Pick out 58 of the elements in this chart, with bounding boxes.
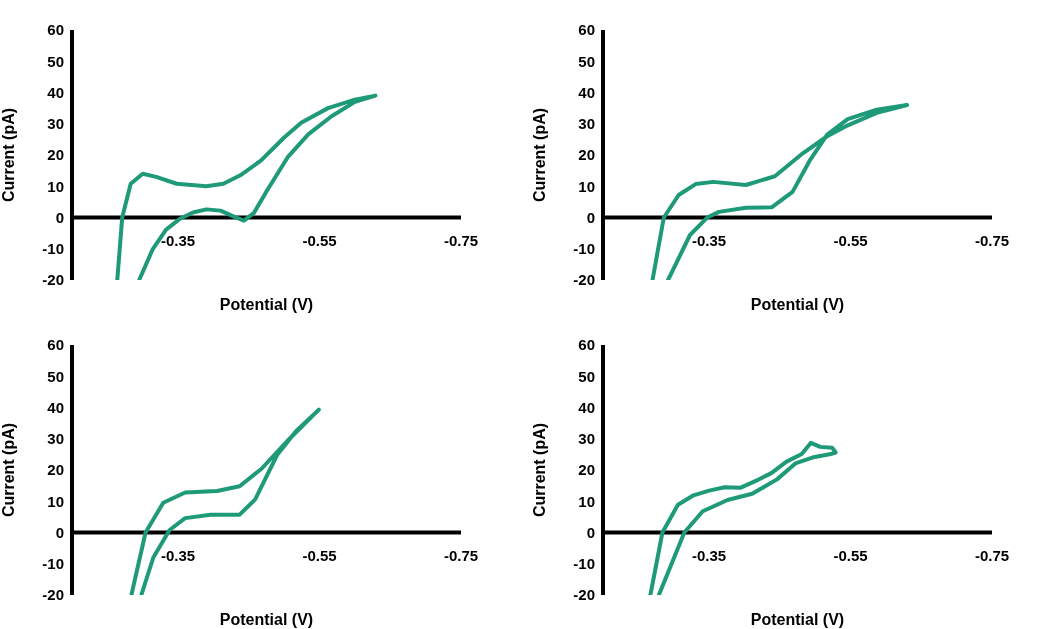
y-tick-label: 20 — [578, 146, 595, 164]
y-axis-title: Current (pA) — [0, 107, 17, 203]
y-tick-label: 60 — [578, 21, 595, 39]
y-tick-label: -10 — [573, 554, 595, 572]
x-tick-label: -0.35 — [691, 231, 727, 249]
y-tick-label: 10 — [578, 492, 595, 510]
x-tick-label: -0.75 — [974, 231, 1010, 249]
x-tick-label: -0.55 — [302, 231, 337, 249]
x-axis-title: Potential (V) — [750, 296, 845, 313]
y-tick-label: 40 — [578, 398, 595, 416]
y-tick-label: 30 — [47, 429, 64, 447]
y-tick-label: 60 — [47, 21, 64, 39]
y-tick-label: -10 — [42, 554, 64, 572]
y-tick-label: 20 — [47, 146, 64, 164]
y-tick-label: 0 — [55, 208, 64, 226]
x-tick-label: -0.55 — [833, 231, 868, 249]
x-tick-label: -0.55 — [833, 546, 868, 563]
x-tick-label: -0.35 — [691, 546, 727, 563]
y-tick-label: -20 — [573, 271, 595, 289]
x-tick-label: -0.35 — [160, 546, 196, 563]
x-axis-title: Potential (V) — [219, 296, 314, 313]
y-tick-label: 50 — [47, 52, 64, 70]
y-tick-label: -10 — [42, 240, 64, 258]
y-tick-label: 10 — [47, 177, 64, 195]
y-tick-label: 0 — [586, 208, 595, 226]
y-axis-title: Current (pA) — [530, 422, 548, 517]
line-series — [115, 93, 378, 280]
x-axis-title: Potential (V) — [219, 610, 314, 628]
y-tick-label: 60 — [578, 335, 595, 353]
y-tick-label: -20 — [42, 271, 64, 289]
x-tick-label: -0.75 — [974, 546, 1010, 563]
y-tick-label: -20 — [42, 585, 64, 603]
y-tick-label: 10 — [47, 492, 64, 510]
y-tick-label: 30 — [47, 115, 64, 133]
y-tick-label: 30 — [578, 115, 595, 133]
y-tick-label: 30 — [578, 429, 595, 447]
y-tick-label: -10 — [573, 240, 595, 258]
x-tick-label: -0.75 — [443, 546, 479, 563]
x-tick-label: -0.55 — [302, 546, 337, 563]
y-tick-label: 50 — [47, 367, 64, 385]
y-tick-label: 20 — [578, 460, 595, 478]
y-tick-label: 40 — [47, 398, 64, 416]
y-tick-label: -20 — [573, 585, 595, 603]
x-tick-label: -0.35 — [160, 231, 196, 249]
y-tick-label: 0 — [55, 523, 64, 541]
y-tick-label: 40 — [578, 83, 595, 101]
y-tick-label: 0 — [586, 523, 595, 541]
y-tick-label: 50 — [578, 367, 595, 385]
y-tick-label: 50 — [578, 52, 595, 70]
x-tick-label: -0.75 — [443, 231, 479, 249]
x-axis-title: Potential (V) — [750, 610, 845, 628]
y-tick-label: 10 — [578, 177, 595, 195]
y-axis-title: Current (pA) — [0, 422, 17, 517]
y-axis-title: Current (pA) — [530, 107, 548, 203]
y-tick-label: 60 — [47, 335, 64, 353]
y-tick-label: 20 — [47, 460, 64, 478]
line-series — [650, 103, 910, 280]
y-tick-label: 40 — [47, 83, 64, 101]
